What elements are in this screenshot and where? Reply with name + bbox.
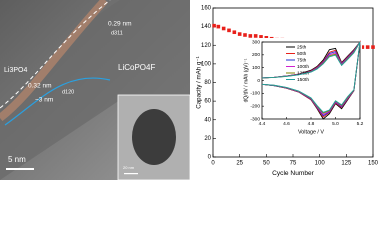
y-axis-label: Capacity / mAh g⁻¹: [196, 56, 203, 108]
image-label: 5 nm: [8, 155, 26, 164]
legend-label: 25th: [297, 44, 307, 50]
data-point: [227, 28, 231, 33]
image-label: 0.32 nm: [28, 83, 52, 90]
data-point: [248, 34, 253, 38]
dashed-boundary: [0, 0, 111, 109]
blue-boundary: [4, 77, 111, 126]
x-tick-label: 0: [211, 161, 215, 167]
image-label: LiCoPO4F: [118, 63, 155, 72]
x-tick-label: 75: [290, 161, 297, 167]
x-tick-label: 50: [263, 161, 270, 167]
y-tick-label: 80: [204, 80, 211, 86]
y-tick-label: 100: [252, 65, 260, 71]
x-axis-label: Voltage / V: [298, 129, 324, 135]
legend-label: 125th: [297, 70, 309, 76]
data-point: [221, 26, 226, 31]
data-point: [259, 35, 263, 39]
figure: 0.29 nm d311 Li3PO4 0.32 nm d120 LiCoPO4…: [0, 0, 378, 181]
y-tick-label: 200: [252, 52, 260, 58]
data-point: [253, 34, 258, 38]
x-tick-label: 25: [236, 161, 243, 167]
image-label: ~3 nm: [35, 97, 53, 104]
data-point: [264, 36, 269, 40]
x-tick-label: 150: [368, 161, 378, 167]
y-tick-label: -100: [250, 91, 260, 97]
y-axis-label: dQ/dV / mAh (gV)⁻¹: [243, 58, 249, 102]
data-point: [232, 30, 237, 35]
crystal-region: [0, 0, 190, 180]
inset-chart: 4.4 4.6 4.8 5.0 5.2 -300 -200 -100 0 100 200 300 Vol…: [242, 38, 364, 135]
y-tick-label: 100: [201, 61, 212, 67]
y-tick-label: 120: [201, 43, 212, 49]
image-label: 20 nm: [123, 165, 135, 170]
page: {"image": {"labels": ["0.29 nm", "d311",…: [0, 0, 378, 181]
legend-label: 50th: [297, 51, 307, 57]
scale-bar: [6, 168, 34, 170]
x-tick-label: 5.0: [332, 121, 339, 127]
y-tick-label: 140: [201, 24, 212, 30]
y-tick-label: -200: [250, 103, 260, 109]
y-tick-label: 0: [257, 78, 260, 84]
legend-label: 75th: [297, 57, 307, 63]
y-tick-label: 0: [208, 155, 212, 161]
legend-label: 150th: [297, 77, 309, 83]
x-axis-label: Cycle Number: [272, 170, 315, 177]
y-tick-label: 40: [204, 117, 211, 123]
tem-image: 0.29 nm d311 Li3PO4 0.32 nm d120 LiCoPO4…: [0, 0, 191, 181]
x-tick-label: 5.2: [357, 121, 364, 127]
x-tick-label: 100: [315, 161, 326, 167]
legend-label: 100th: [297, 64, 309, 70]
image-label: 0.29 nm: [108, 21, 132, 28]
image-label: d311: [111, 30, 123, 36]
x-tick-label: 4.6: [283, 121, 290, 127]
y-tick-label: 60: [204, 99, 211, 105]
image-label: d120: [62, 89, 74, 95]
series-line: [261, 41, 361, 113]
data-point: [237, 32, 242, 36]
data-point: [212, 23, 216, 28]
data-point: [365, 45, 370, 49]
data-point: [243, 33, 247, 37]
x-tick-label: 125: [341, 161, 352, 167]
x-tick-label: 4.4: [259, 121, 266, 127]
data-point: [371, 45, 375, 49]
y-tick-label: 300: [252, 39, 260, 45]
data-point: [216, 24, 221, 29]
y-tick-label: -300: [250, 116, 260, 122]
y-tick-label: 20: [204, 136, 211, 142]
y-tick-label: 160: [201, 6, 212, 12]
image-label: Li3PO4: [4, 67, 27, 74]
x-tick-label: 4.8: [308, 121, 315, 127]
particle: [132, 109, 176, 165]
data-point: [360, 45, 365, 49]
inset-scale-bar: [124, 173, 138, 175]
